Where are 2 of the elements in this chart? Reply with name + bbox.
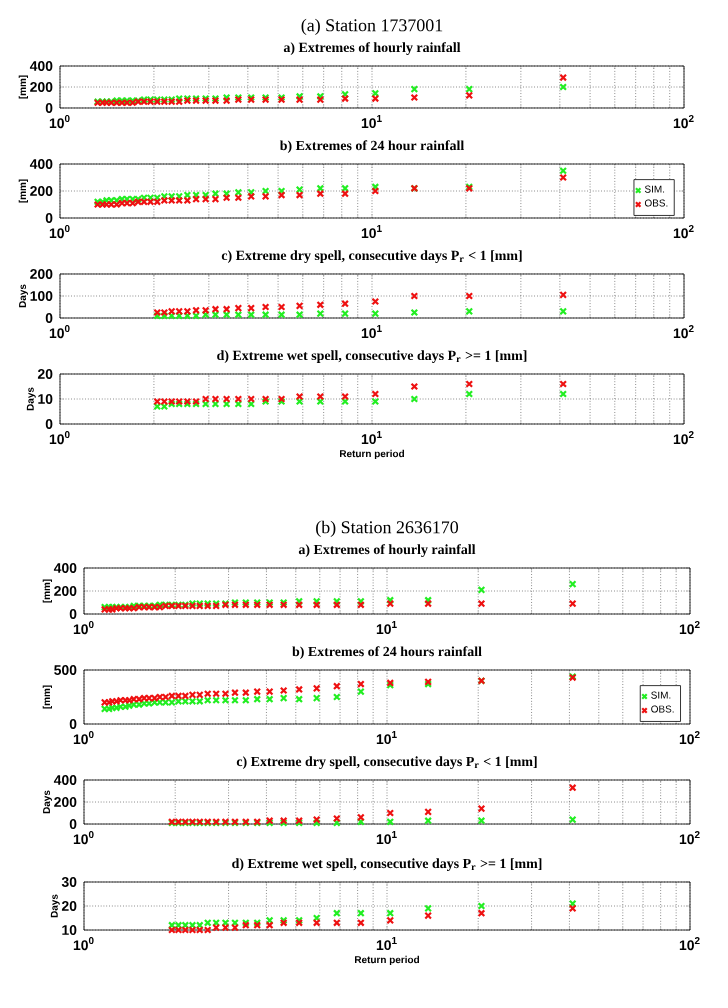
- text: (a) Station 1737001: [301, 18, 443, 35]
- text: (b) Station 2636170: [316, 520, 459, 537]
